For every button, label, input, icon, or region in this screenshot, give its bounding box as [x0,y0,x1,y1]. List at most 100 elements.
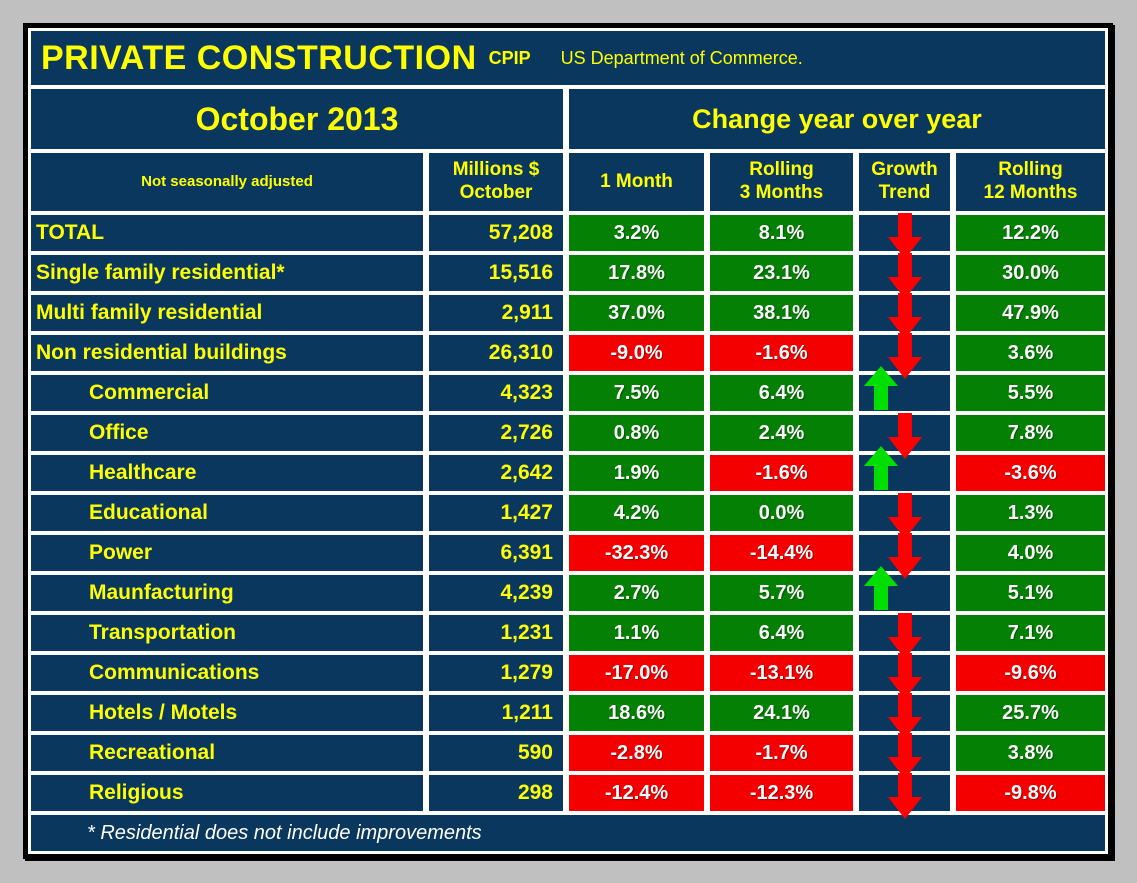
row-label: Single family residential* [31,255,423,291]
row-pct-rolling12: 7.8% [956,415,1105,451]
row-pct-rolling3: 24.1% [710,695,853,731]
row-value-millions: 4,239 [429,575,563,611]
row-pct-rolling3: 0.0% [710,495,853,531]
row-label: Recreational [31,735,423,771]
report-frame: PRIVATE CONSTRUCTION CPIP US Department … [23,23,1113,859]
column-header-millions-line2: October [459,182,533,203]
report-table: PRIVATE CONSTRUCTION CPIP US Department … [31,31,1105,851]
row-pct-rolling3: 5.7% [710,575,853,611]
row-label: TOTAL [31,215,423,251]
row-pct-rolling12: 25.7% [956,695,1105,731]
row-pct-rolling12: 5.1% [956,575,1105,611]
trend-down-arrow-icon [887,253,922,299]
row-pct-1month: 18.6% [569,695,704,731]
row-pct-1month: -17.0% [569,655,704,691]
row-label: Healthcare [31,455,423,491]
row-pct-1month: 37.0% [569,295,704,331]
row-pct-rolling12: -9.8% [956,775,1105,811]
row-pct-rolling3: 8.1% [710,215,853,251]
column-header-rolling12: Rolling 12 Months [956,153,1105,211]
title-abbreviation: CPIP [488,47,531,68]
trend-down-arrow-icon [887,213,922,259]
row-growth-trend-cell [859,446,950,491]
row-pct-rolling12: 1.3% [956,495,1105,531]
row-value-millions: 4,323 [429,375,563,411]
trend-down-arrow-icon [887,733,922,779]
row-value-millions: 6,391 [429,535,563,571]
row-pct-1month: 17.8% [569,255,704,291]
column-header-millions: Millions $ October [429,153,563,211]
column-header-rolling3-line1: Rolling [749,159,814,181]
row-pct-rolling3: -1.7% [710,735,853,771]
trend-down-arrow-icon [887,493,922,539]
row-growth-trend-cell [859,493,950,539]
row-label: Hotels / Motels [31,695,423,731]
row-growth-trend-cell [859,653,950,699]
row-pct-1month: 0.8% [569,415,704,451]
row-growth-trend-cell [859,773,950,819]
row-growth-trend-cell [859,293,950,339]
row-label: Office [31,415,423,451]
column-header-rolling3-line2: 3 Months [739,182,824,203]
column-header-rolling12-line1: Rolling [998,159,1063,181]
row-value-millions: 2,911 [429,295,563,331]
row-pct-rolling3: -1.6% [710,455,853,491]
row-value-millions: 1,211 [429,695,563,731]
trend-down-arrow-icon [887,613,922,659]
row-label: Communications [31,655,423,691]
row-growth-trend-cell [859,566,950,611]
row-pct-1month: 7.5% [569,375,704,411]
row-pct-rolling12: 30.0% [956,255,1105,291]
row-pct-rolling12: 7.1% [956,615,1105,651]
row-pct-1month: -32.3% [569,535,704,571]
row-value-millions: 590 [429,735,563,771]
row-pct-rolling12: -9.6% [956,655,1105,691]
row-pct-1month: 2.7% [569,575,704,611]
row-label: Commercial [31,375,423,411]
row-value-millions: 2,726 [429,415,563,451]
row-value-millions: 1,279 [429,655,563,691]
column-header-growth-line1: Growth [871,159,938,181]
row-pct-rolling3: -13.1% [710,655,853,691]
row-pct-rolling12: 4.0% [956,535,1105,571]
row-pct-rolling3: 6.4% [710,375,853,411]
trend-up-arrow-icon [864,366,898,410]
row-value-millions: 298 [429,775,563,811]
row-value-millions: 1,231 [429,615,563,651]
row-value-millions: 15,516 [429,255,563,291]
row-growth-trend-cell [859,733,950,779]
row-pct-rolling12: -3.6% [956,455,1105,491]
row-pct-rolling3: -14.4% [710,535,853,571]
row-pct-rolling3: 38.1% [710,295,853,331]
row-value-millions: 26,310 [429,335,563,371]
row-growth-trend-cell [859,693,950,739]
trend-down-arrow-icon [887,773,922,819]
row-pct-rolling12: 12.2% [956,215,1105,251]
row-growth-trend-cell [859,213,950,259]
row-label: Educational [31,495,423,531]
row-value-millions: 2,642 [429,455,563,491]
report-inner-border: PRIVATE CONSTRUCTION CPIP US Department … [28,28,1108,854]
column-header-1month: 1 Month [569,153,704,211]
row-pct-1month: 3.2% [569,215,704,251]
row-label: Power [31,535,423,571]
row-label: Transportation [31,615,423,651]
row-growth-trend-cell [859,333,950,379]
column-header-rolling3: Rolling 3 Months [710,153,853,211]
section-header-month: October 2013 [31,89,563,149]
row-pct-1month: -9.0% [569,335,704,371]
page-title: PRIVATE CONSTRUCTION [41,38,477,77]
column-header-rolling12-line2: 12 Months [983,182,1078,203]
title-bar: PRIVATE CONSTRUCTION CPIP US Department … [31,31,1105,85]
row-pct-rolling3: -12.3% [710,775,853,811]
row-value-millions: 1,427 [429,495,563,531]
row-growth-trend-cell [859,366,950,411]
column-header-growth-line2: Trend [878,182,931,203]
row-growth-trend-cell [859,613,950,659]
trend-down-arrow-icon [887,293,922,339]
row-pct-rolling3: 23.1% [710,255,853,291]
trend-down-arrow-icon [887,533,922,579]
row-pct-1month: -12.4% [569,775,704,811]
row-pct-rolling3: 6.4% [710,615,853,651]
row-pct-1month: 4.2% [569,495,704,531]
